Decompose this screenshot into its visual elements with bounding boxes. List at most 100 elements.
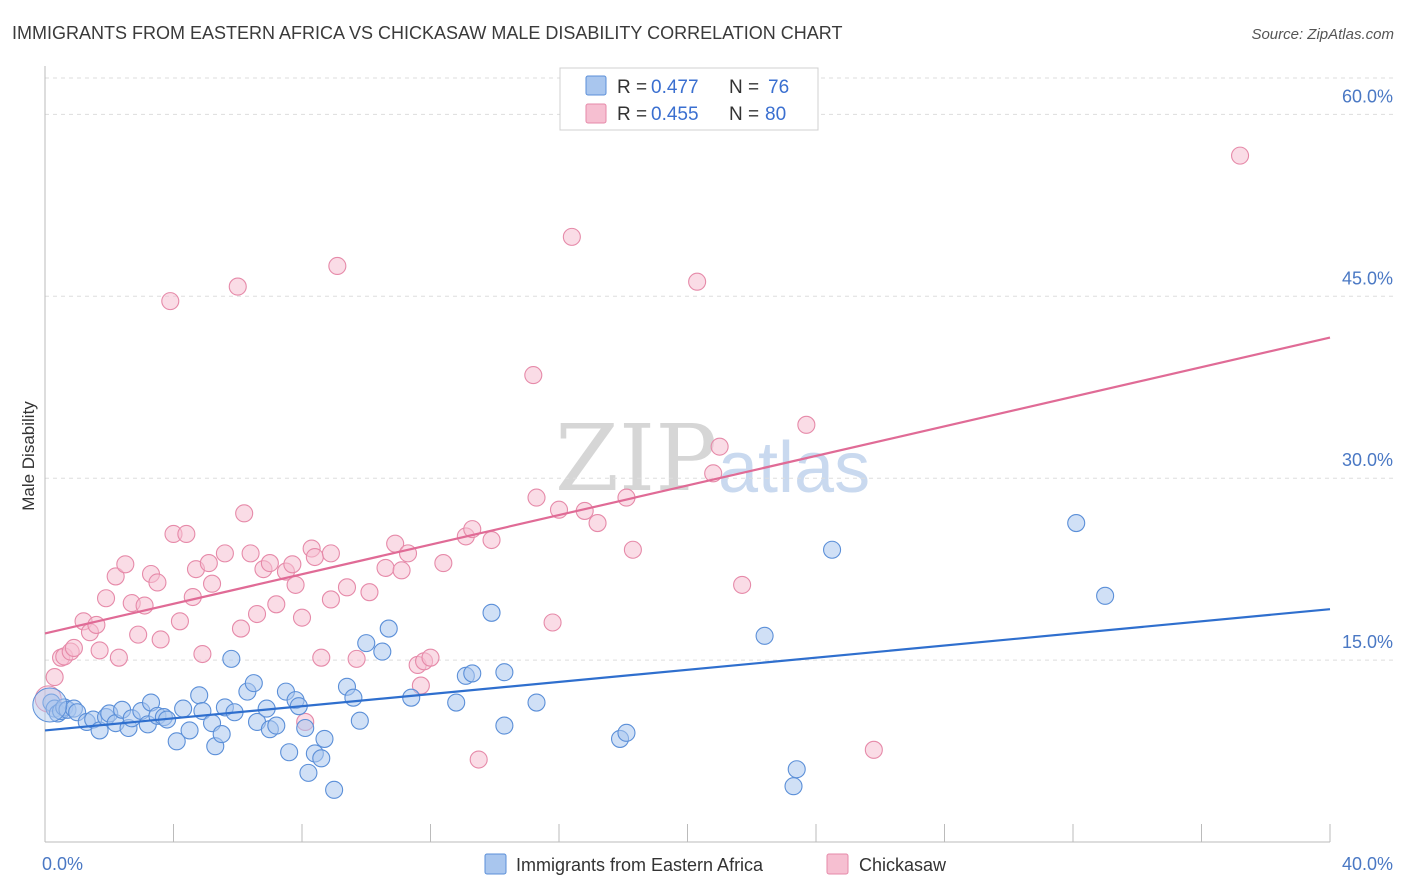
point-chickasaw-29 — [228, 277, 247, 296]
point-chickasaw-63 — [524, 366, 543, 385]
point-chickasaw-17 — [148, 573, 167, 592]
point-chickasaw-76 — [797, 415, 816, 434]
point-chickasaw-78 — [1231, 146, 1250, 165]
legend-r-label-1: R = — [617, 77, 647, 98]
point-eastern-africa-33 — [222, 649, 241, 668]
legend-r-label-2: R = — [617, 104, 647, 125]
y-axis-label: Male Disability — [19, 401, 38, 511]
bottom-legend-label-1: Immigrants from Eastern Africa — [516, 855, 764, 875]
point-eastern-africa-67 — [787, 760, 806, 779]
stats-legend: R = 0.477 N = 76 R = 0.455 N = 80 — [559, 67, 819, 131]
point-eastern-africa-23 — [167, 732, 186, 751]
legend-swatch-pink — [585, 103, 607, 124]
legend-n-value-2: 80 — [765, 104, 786, 125]
x-tick-label-1: 40.0% — [1342, 854, 1393, 874]
point-eastern-africa-39 — [267, 716, 286, 735]
legend-swatch-blue — [585, 75, 607, 96]
point-chickasaw-22 — [177, 524, 196, 544]
point-eastern-africa-45 — [299, 763, 318, 782]
point-chickasaw-28 — [215, 544, 234, 563]
point-eastern-africa-71 — [1096, 586, 1115, 605]
point-chickasaw-49 — [347, 649, 366, 668]
point-chickasaw-14 — [129, 625, 148, 644]
x-tick-label-0: 0.0% — [42, 854, 83, 874]
point-chickasaw-0 — [45, 668, 64, 687]
point-chickasaw-9 — [96, 589, 116, 608]
point-chickasaw-4 — [64, 638, 83, 658]
point-chickasaw-57 — [421, 648, 440, 667]
point-chickasaw-39 — [286, 575, 305, 594]
point-chickasaw-10 — [106, 567, 125, 586]
point-eastern-africa-cluster — [32, 687, 68, 723]
point-eastern-africa-30 — [212, 725, 231, 744]
legend-n-label-2: N = — [729, 104, 759, 125]
point-chickasaw-51 — [376, 558, 395, 577]
point-chickasaw-53 — [392, 561, 411, 580]
point-eastern-africa-26 — [190, 686, 209, 705]
point-chickasaw-7 — [87, 615, 106, 634]
point-eastern-africa-52 — [350, 711, 369, 730]
legend-n-value-1: 76 — [768, 77, 789, 98]
point-chickasaw-74 — [710, 437, 729, 456]
axes — [44, 66, 1331, 843]
point-chickasaw-19 — [161, 292, 180, 311]
x-tick-labels: 0.0% 40.0% — [42, 854, 1393, 874]
chart-source: Source: ZipAtlas.com — [1251, 26, 1394, 43]
point-chickasaw-27 — [203, 574, 222, 593]
trend-line-chickasaw — [44, 336, 1331, 635]
point-eastern-africa-36 — [244, 674, 263, 693]
point-eastern-africa-69 — [823, 540, 842, 559]
y-tick-label-3: 60.0% — [1342, 86, 1393, 106]
bottom-legend: Immigrants from Eastern Africa Chickasaw — [484, 853, 947, 875]
point-chickasaw-58 — [434, 554, 453, 573]
point-eastern-africa-51 — [344, 688, 363, 707]
watermark-zip: ZIP — [555, 405, 717, 512]
point-eastern-africa-59 — [463, 664, 482, 683]
legend-r-value-2: 0.455 — [651, 104, 699, 125]
watermark: ZIP atlas — [555, 405, 870, 512]
point-eastern-africa-70 — [1067, 514, 1086, 533]
point-chickasaw-26 — [199, 554, 218, 573]
point-chickasaw-35 — [260, 554, 279, 573]
point-eastern-africa-48 — [315, 729, 334, 748]
point-chickasaw-43 — [305, 547, 324, 567]
trend-line-eastern-africa — [44, 608, 1331, 732]
point-eastern-africa-44 — [296, 718, 315, 738]
point-chickasaw-8 — [90, 641, 109, 660]
point-chickasaw-12 — [116, 555, 135, 574]
point-chickasaw-21 — [170, 612, 189, 631]
point-chickasaw-72 — [688, 272, 707, 291]
point-eastern-africa-68 — [784, 777, 803, 796]
point-eastern-africa-25 — [180, 721, 199, 740]
point-chickasaw-61 — [469, 750, 488, 769]
point-eastern-africa-53 — [357, 634, 376, 653]
point-eastern-africa-49 — [325, 780, 344, 799]
point-chickasaw-25 — [193, 644, 212, 664]
point-chickasaw-32 — [241, 544, 260, 563]
point-eastern-africa-41 — [280, 743, 299, 762]
point-chickasaw-71 — [623, 540, 642, 559]
point-eastern-africa-65 — [617, 723, 636, 742]
bottom-legend-label-2: Chickasaw — [859, 855, 947, 875]
point-chickasaw-65 — [543, 613, 562, 632]
point-chickasaw-62 — [482, 530, 501, 550]
point-chickasaw-33 — [247, 604, 267, 624]
point-eastern-africa-63 — [527, 693, 546, 712]
point-chickasaw-11 — [109, 648, 128, 667]
point-eastern-africa-56 — [402, 688, 421, 707]
point-eastern-africa-61 — [495, 716, 514, 735]
point-eastern-africa-47 — [312, 749, 331, 768]
y-tick-label-1: 30.0% — [1342, 450, 1393, 470]
point-chickasaw-31 — [235, 504, 254, 523]
point-chickasaw-40 — [292, 608, 312, 627]
y-tick-label-2: 45.0% — [1342, 268, 1393, 288]
legend-n-label-1: N = — [729, 77, 759, 98]
point-chickasaw-45 — [321, 544, 340, 563]
point-chickasaw-30 — [231, 619, 251, 638]
point-chickasaw-69 — [588, 514, 607, 533]
point-chickasaw-75 — [733, 575, 752, 594]
y-tick-label-0: 15.0% — [1342, 632, 1393, 652]
point-eastern-africa-66 — [755, 626, 774, 645]
chart-title: IMMIGRANTS FROM EASTERN AFRICA VS CHICKA… — [12, 23, 842, 43]
point-eastern-africa-62 — [495, 663, 514, 682]
